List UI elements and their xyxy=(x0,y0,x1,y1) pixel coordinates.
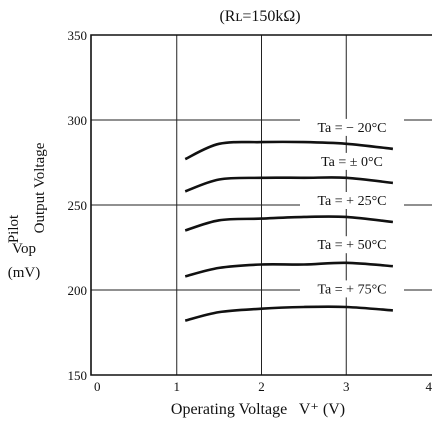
series-label: Ta = + 50°C xyxy=(317,238,386,253)
series-label-bg xyxy=(300,192,404,209)
y-label-vop: Vop xyxy=(12,241,36,257)
y-tick-label: 200 xyxy=(68,283,88,298)
y-tick-label: 250 xyxy=(68,198,88,213)
series-label: Ta = + 25°C xyxy=(317,194,386,209)
y-tick-label: 350 xyxy=(68,28,88,43)
chart-title: (Rʟ=150kΩ) xyxy=(219,8,300,25)
x-tick-label: 3 xyxy=(343,379,350,394)
series-labels: Ta = − 20°C Ta = ± 0°C Ta = + 25°C Ta = + 5… xyxy=(300,118,404,298)
y-label-pilot: Pilot xyxy=(6,214,22,243)
y-label-output-voltage: Output Voltage xyxy=(32,142,48,233)
grid xyxy=(90,34,432,376)
tick-labels: 150 200 250 300 350 0 1 2 3 4 xyxy=(68,28,432,394)
x-tick-label: 2 xyxy=(258,379,265,394)
series-label-bg xyxy=(300,152,404,170)
x-tick-label: 1 xyxy=(174,379,181,394)
x-tick-label: 0 xyxy=(94,379,101,394)
x-axis-label: Operating Voltage V⁺ (V) xyxy=(171,401,345,418)
series-curves xyxy=(184,140,394,322)
y-label-unit: (mV) xyxy=(8,265,41,281)
series-label-bg xyxy=(300,236,404,254)
series-curve xyxy=(184,140,394,161)
x-tick-label: 4 xyxy=(426,379,432,394)
y-tick-label: 300 xyxy=(68,113,88,128)
series-label-bg xyxy=(300,280,404,298)
y-tick-label: 150 xyxy=(68,368,88,383)
series-curve xyxy=(184,261,393,278)
series-label-bg xyxy=(300,118,404,136)
series-curve xyxy=(184,176,394,193)
series-label: Ta = + 75°C xyxy=(317,282,386,297)
series-label: Ta = ± 0°C xyxy=(321,155,383,170)
series-curve xyxy=(184,215,394,232)
series-curve xyxy=(184,305,393,322)
plot-frame xyxy=(90,34,432,376)
series-label: Ta = − 20°C xyxy=(317,121,386,136)
